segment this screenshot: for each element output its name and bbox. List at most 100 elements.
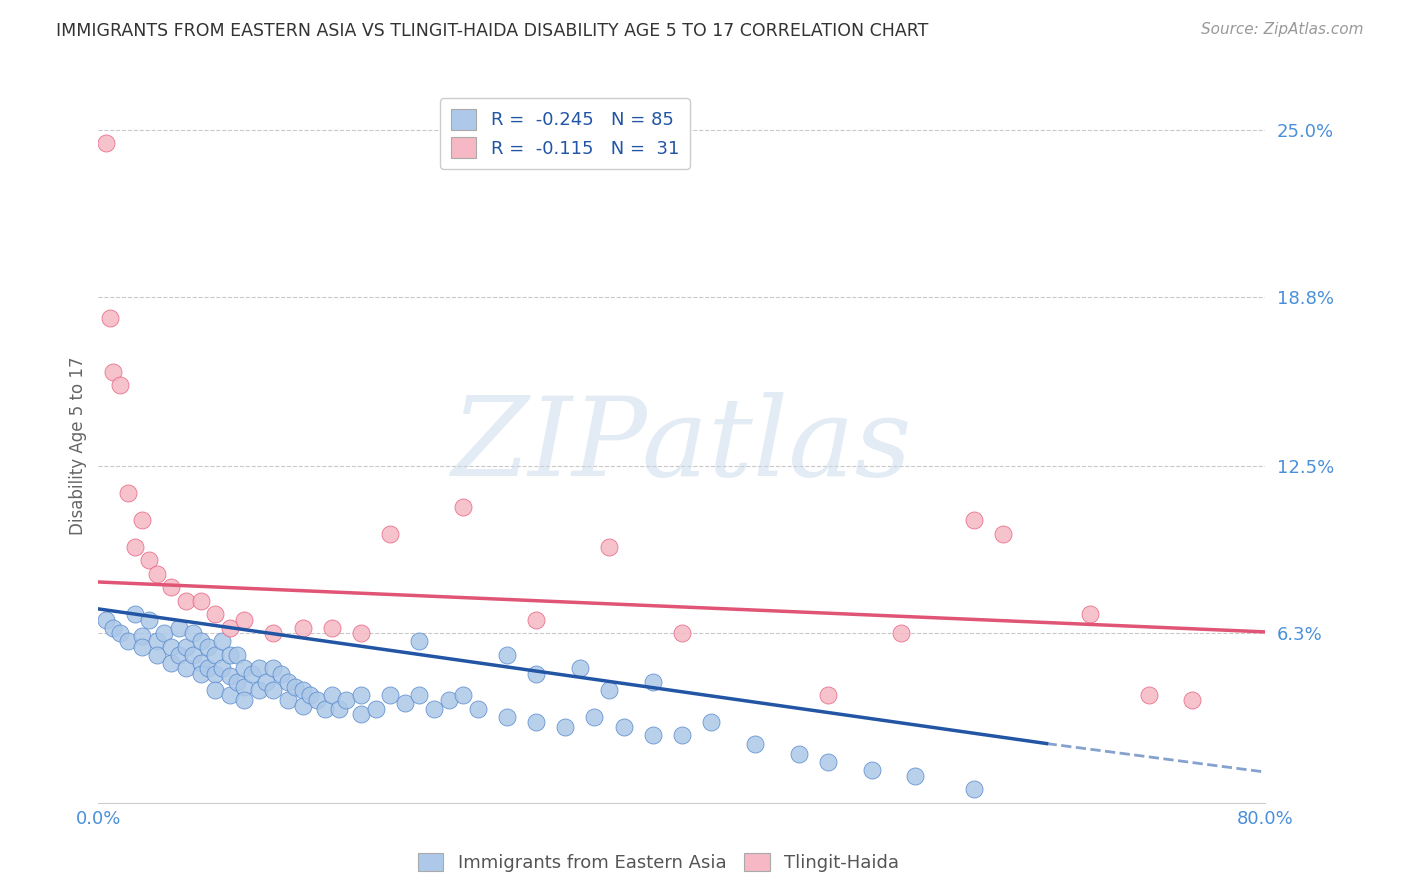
Text: IMMIGRANTS FROM EASTERN ASIA VS TLINGIT-HAIDA DISABILITY AGE 5 TO 17 CORRELATION: IMMIGRANTS FROM EASTERN ASIA VS TLINGIT-… — [56, 22, 928, 40]
Point — [181, 648, 204, 662]
Point — [190, 656, 212, 670]
Point — [190, 634, 212, 648]
Point — [495, 709, 517, 723]
Point — [451, 688, 474, 702]
Y-axis label: Disability Age 5 to 17: Disability Age 5 to 17 — [69, 357, 87, 535]
Point — [233, 613, 256, 627]
Point — [1181, 693, 1204, 707]
Point — [167, 648, 190, 662]
Point — [247, 661, 270, 675]
Point — [1080, 607, 1102, 622]
Point — [197, 640, 219, 654]
Point — [962, 513, 984, 527]
Point — [204, 648, 226, 662]
Point — [131, 629, 153, 643]
Point — [167, 621, 190, 635]
Point — [291, 621, 314, 635]
Point — [204, 666, 226, 681]
Point — [94, 613, 117, 627]
Point — [204, 607, 226, 622]
Point — [204, 682, 226, 697]
Point — [146, 566, 169, 581]
Point — [991, 526, 1014, 541]
Point — [240, 666, 263, 681]
Point — [197, 661, 219, 675]
Point — [110, 378, 132, 392]
Point — [218, 688, 240, 702]
Point — [378, 688, 402, 702]
Point — [110, 626, 132, 640]
Point — [233, 680, 256, 694]
Point — [138, 613, 160, 627]
Point — [437, 693, 460, 707]
Point — [378, 526, 402, 541]
Point — [860, 764, 883, 778]
Point — [124, 607, 146, 622]
Point — [226, 648, 249, 662]
Point — [291, 682, 314, 697]
Point — [817, 688, 839, 702]
Point — [408, 688, 430, 702]
Point — [233, 693, 256, 707]
Point — [262, 682, 284, 697]
Point — [101, 365, 124, 379]
Point — [190, 594, 212, 608]
Point — [117, 486, 139, 500]
Point — [233, 661, 256, 675]
Point — [524, 714, 547, 729]
Point — [641, 674, 664, 689]
Point — [211, 661, 233, 675]
Point — [641, 729, 664, 743]
Point — [160, 640, 183, 654]
Point — [700, 714, 723, 729]
Point — [131, 640, 153, 654]
Point — [904, 769, 927, 783]
Point — [262, 661, 284, 675]
Point — [335, 693, 357, 707]
Point — [524, 666, 547, 681]
Point — [598, 540, 620, 554]
Point — [153, 626, 176, 640]
Point — [451, 500, 474, 514]
Point — [568, 661, 591, 675]
Point — [467, 701, 489, 715]
Text: Source: ZipAtlas.com: Source: ZipAtlas.com — [1201, 22, 1364, 37]
Point — [583, 709, 606, 723]
Point — [423, 701, 446, 715]
Point — [94, 136, 117, 150]
Point — [612, 720, 634, 734]
Point — [277, 693, 299, 707]
Point — [328, 701, 350, 715]
Point — [117, 634, 139, 648]
Point — [218, 669, 240, 683]
Point — [218, 621, 240, 635]
Point — [146, 648, 169, 662]
Point — [247, 682, 270, 697]
Point — [364, 701, 387, 715]
Point — [314, 701, 336, 715]
Point — [160, 656, 183, 670]
Point — [350, 688, 373, 702]
Point — [962, 782, 984, 797]
Point — [146, 634, 169, 648]
Point — [350, 626, 373, 640]
Text: ZIPatlas: ZIPatlas — [451, 392, 912, 500]
Point — [524, 613, 547, 627]
Point — [254, 674, 277, 689]
Point — [218, 648, 240, 662]
Point — [226, 674, 249, 689]
Point — [321, 688, 343, 702]
Point — [744, 737, 766, 751]
Point — [350, 706, 373, 721]
Point — [671, 626, 693, 640]
Point — [1137, 688, 1160, 702]
Point — [131, 513, 153, 527]
Point — [181, 626, 204, 640]
Point — [190, 666, 212, 681]
Point — [321, 621, 343, 635]
Legend: Immigrants from Eastern Asia, Tlingit-Haida: Immigrants from Eastern Asia, Tlingit-Ha… — [411, 846, 907, 880]
Point — [160, 580, 183, 594]
Point — [98, 311, 121, 326]
Point — [298, 688, 321, 702]
Point — [307, 693, 329, 707]
